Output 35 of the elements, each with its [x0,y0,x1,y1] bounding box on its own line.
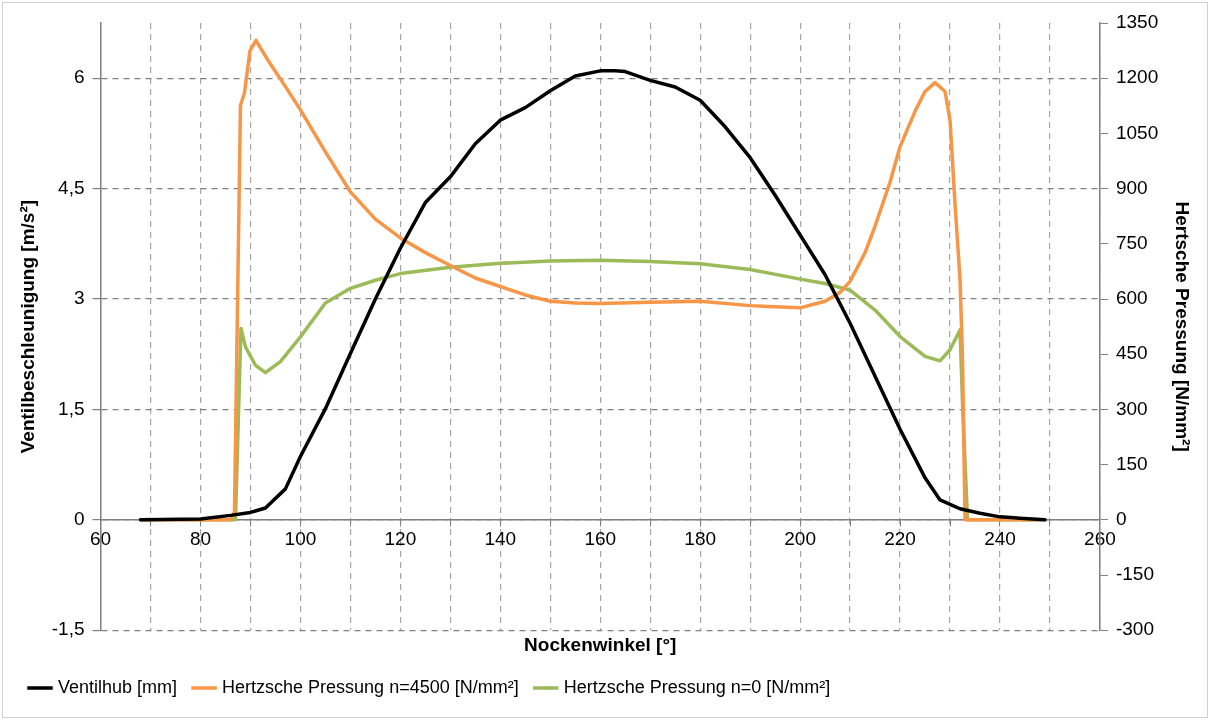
y-tick-label: -1,5 [51,618,85,640]
legend-label: Hertzsche Pressung n=4500 [N/mm²] [222,676,519,697]
y2-tick-label: 450 [1115,342,1148,364]
y2-tick-label: 600 [1115,287,1148,309]
y-tick-label: 4,5 [58,176,85,198]
y-tick-label: 0 [73,508,85,530]
y2-tick-label: 0 [1115,508,1127,530]
x-tick-label: 200 [784,528,816,550]
y2-axis-title: Hertsche Pressung [N/mm²] [1172,201,1194,452]
legend-label: Hertzsche Pressung n=0 [N/mm²] [563,676,831,697]
x-tick-label: 180 [684,528,717,550]
x-tick-label: 100 [284,528,317,550]
y2-tick-label: 1350 [1115,11,1159,33]
x-tick-label: 140 [484,528,517,550]
x-tick-label: 120 [384,528,417,550]
x-tick-label: 220 [884,528,916,550]
y-axis-title: Ventilbeschleunigung [m/s²] [16,199,38,454]
y2-tick-label: -150 [1115,563,1154,585]
y-tick-label: 1,5 [58,397,85,419]
y2-tick-label: 1200 [1115,66,1159,88]
x-tick-label: 80 [189,528,212,550]
x-tick-label: 60 [89,528,112,550]
x-tick-label: 260 [1084,528,1116,550]
legend-label: Ventilhub [mm] [58,676,178,697]
y2-tick-label: 1050 [1115,121,1159,143]
y2-tick-label: -300 [1115,618,1154,640]
x-tick-label: 240 [984,528,1016,550]
x-axis-title: Nockenwinkel [°] [524,633,677,655]
y2-tick-label: 900 [1115,176,1148,198]
y-tick-label: 6 [73,66,85,88]
x-tick-label: 160 [584,528,617,550]
y2-tick-label: 750 [1115,232,1148,254]
y2-tick-label: 300 [1115,397,1148,419]
y2-tick-label: 150 [1115,452,1148,474]
y-tick-label: 3 [73,287,85,309]
